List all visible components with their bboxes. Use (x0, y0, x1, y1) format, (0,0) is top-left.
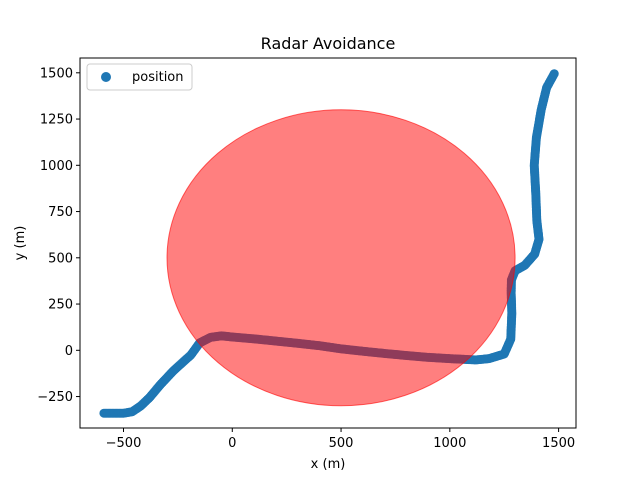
x-tick-label: −500 (106, 436, 142, 451)
plot-frame (79, 57, 577, 429)
chart-title: Radar Avoidance (261, 34, 396, 53)
y-tick-label: 1000 (40, 159, 73, 174)
x-tick-label: 1500 (542, 436, 575, 451)
y-axis-ticks: −250 0 250 500 750 1000 1250 1500 (37, 66, 80, 405)
y-tick-label: 250 (48, 298, 73, 313)
radar-zone (166, 109, 516, 407)
x-axis-ticks: −500 0 500 1000 1500 (106, 428, 575, 451)
y-tick-label: 1500 (40, 66, 73, 81)
y-tick-label: 500 (48, 251, 73, 266)
y-tick-label: −250 (37, 390, 73, 405)
legend-label-position: position (132, 70, 184, 85)
y-tick-label: 750 (48, 205, 73, 220)
legend: position (86, 63, 193, 91)
position-point (549, 69, 559, 79)
legend-box (86, 63, 193, 91)
y-axis-label: y (m) (13, 226, 28, 261)
legend-marker-position (101, 72, 111, 82)
x-tick-label: 500 (329, 436, 354, 451)
y-tick-label: 1250 (40, 113, 73, 128)
y-tick-label: 0 (65, 344, 73, 359)
x-tick-label: 0 (228, 436, 236, 451)
x-tick-label: 1000 (433, 436, 466, 451)
x-axis-label: x (m) (311, 457, 346, 472)
